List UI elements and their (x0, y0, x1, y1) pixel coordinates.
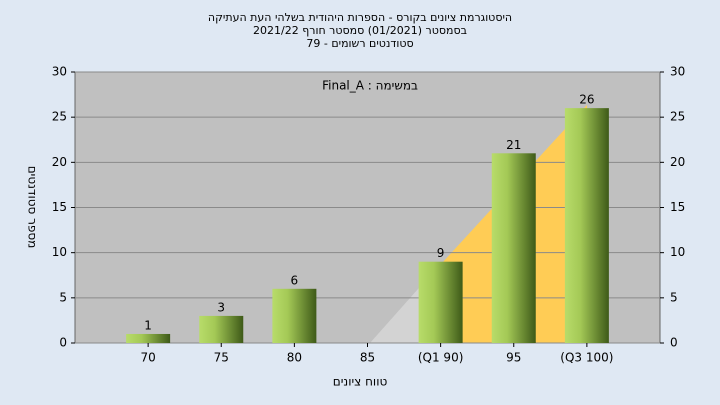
x-axis-label: טווח ציונים (333, 375, 388, 389)
y2-tick-label: 25 (670, 110, 685, 124)
bar (199, 315, 244, 343)
y-tick-label: 20 (52, 155, 67, 169)
chart-subtitle: בסמסטר (01/2021) סמסטר חורף 2021/22 (253, 24, 467, 37)
bar (491, 153, 536, 343)
y2-tick-label: 30 (670, 65, 685, 79)
annotation: Final_A : במשימה (322, 79, 418, 93)
data-label: 21 (506, 138, 521, 152)
bar (126, 333, 171, 343)
bar (564, 108, 609, 343)
data-label: 6 (291, 273, 299, 287)
y-axis-label: מספר סטודנטים (26, 166, 40, 249)
y-tick-label: 30 (52, 65, 67, 79)
chart-title: היסטוגרמת ציונים בקורס - הספרות היהודית … (208, 11, 512, 24)
y-tick-label: 5 (59, 290, 67, 304)
y2-tick-label: 10 (670, 245, 685, 259)
y-tick-label: 0 (59, 336, 67, 350)
x-tick-label: (Q3 100) (560, 351, 613, 365)
x-tick-label: 70 (140, 351, 155, 365)
x-tick-label: 80 (287, 351, 302, 365)
y-tick-label: 25 (52, 110, 67, 124)
chart-subtitle: סטודנטים רשומים - 79 (306, 37, 413, 50)
data-label: 1 (144, 318, 152, 332)
y2-tick-label: 5 (670, 290, 678, 304)
bar (418, 261, 463, 343)
y-tick-label: 15 (52, 200, 67, 214)
x-tick-label: 95 (506, 351, 521, 365)
x-tick-label: (Q1 90) (418, 351, 464, 365)
data-label: 3 (217, 300, 225, 314)
y2-tick-label: 20 (670, 155, 685, 169)
y2-tick-label: 15 (670, 200, 685, 214)
bar (272, 288, 317, 343)
data-label: 9 (437, 246, 445, 260)
x-tick-label: 85 (360, 351, 375, 365)
y2-tick-label: 0 (670, 336, 678, 350)
data-label: 26 (579, 93, 594, 107)
y-tick-label: 10 (52, 245, 67, 259)
x-tick-label: 75 (214, 351, 229, 365)
